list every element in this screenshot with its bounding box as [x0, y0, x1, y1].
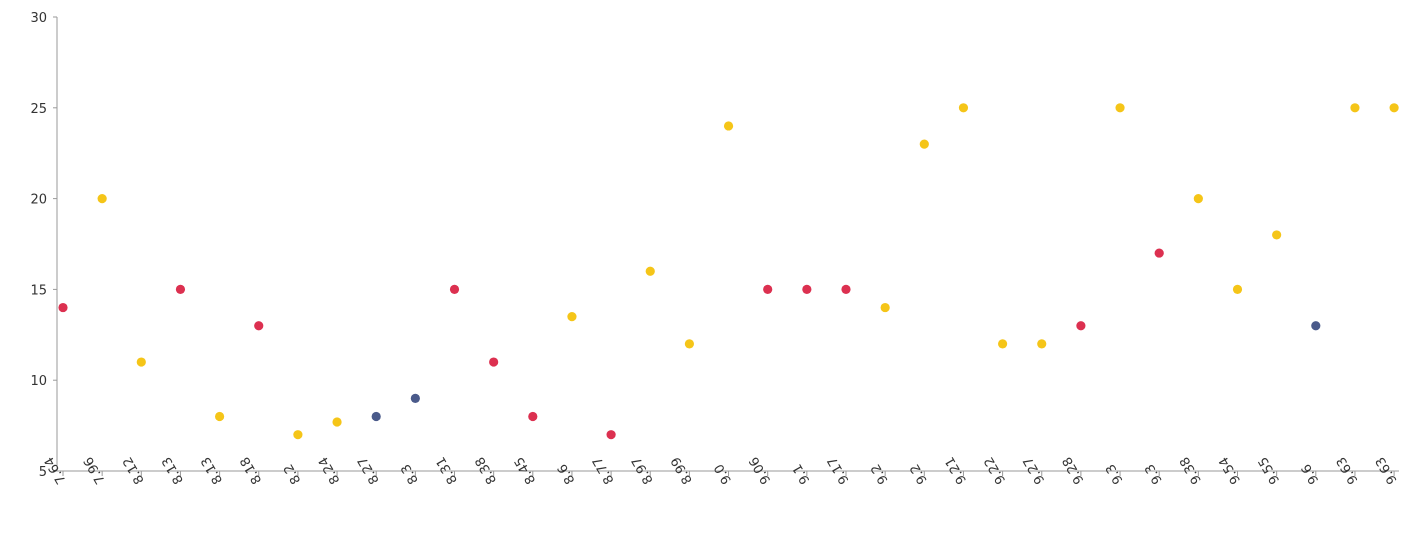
data-point: [567, 312, 577, 322]
data-point: [1076, 321, 1086, 331]
data-point: [841, 284, 851, 294]
data-point: [410, 393, 420, 403]
y-axis: 5 10 15 20 25 30: [30, 11, 58, 480]
data-point: [215, 411, 225, 422]
data-point: [802, 284, 812, 294]
data-point: [371, 411, 381, 422]
x-tick-label: 7.64: [42, 454, 69, 487]
x-tick-label: 7.96: [81, 454, 108, 487]
x-axis: 7.64 7.96 8.12 8.13 8.13 8.18 8.2 8.24 8.27 8.3 8.…: [42, 454, 1401, 487]
data-point: [97, 194, 107, 204]
data-point: [449, 284, 460, 294]
x-tick-label: 9.28: [1060, 454, 1087, 487]
x-tick-label: 8.27: [355, 454, 382, 487]
y-tick-label: 15: [30, 283, 47, 298]
data-point: [958, 103, 969, 113]
x-tick-label: 9.55: [1256, 454, 1283, 487]
x-tick-label: 8.13: [159, 454, 186, 487]
x-tick-label: 9.0: [712, 461, 735, 486]
data-point: [136, 357, 146, 367]
data-point: [1115, 103, 1125, 113]
data-point: [880, 302, 890, 313]
x-tick-label: 9.1: [790, 461, 813, 486]
x-tick-label: 9.3: [1142, 461, 1165, 486]
x-tick-label: 8.97: [629, 454, 656, 487]
data-points: [58, 103, 1399, 440]
data-point: [723, 121, 734, 131]
x-tick-label: 8.12: [120, 454, 147, 487]
data-point: [58, 302, 68, 313]
data-point: [919, 139, 929, 149]
data-point: [1193, 194, 1203, 204]
data-point: [175, 284, 186, 294]
data-point: [645, 266, 655, 276]
data-point: [684, 339, 695, 349]
x-tick-label: 9.21: [942, 454, 969, 487]
x-tick-label: 8.99: [668, 454, 695, 487]
data-point: [528, 411, 538, 422]
data-point: [1350, 103, 1360, 113]
x-tick-label: 9.27: [1021, 454, 1048, 487]
data-point: [1037, 339, 1047, 349]
x-tick-label: 8.77: [590, 454, 617, 487]
x-tick-label: 9.63: [1334, 454, 1361, 487]
y-tick-label: 30: [30, 11, 47, 26]
x-tick-label: 9.2: [868, 461, 891, 486]
data-point: [293, 430, 303, 440]
x-tick-label: 8.2: [281, 461, 304, 486]
x-tick-label: 8.13: [199, 454, 226, 487]
data-point: [332, 417, 342, 427]
x-tick-label: 9.2: [907, 461, 930, 486]
x-tick-label: 8.31: [433, 454, 460, 487]
data-point: [1389, 103, 1399, 113]
data-point: [1154, 248, 1164, 258]
x-tick-label: 9.63: [1373, 454, 1400, 487]
x-tick-label: 9.22: [982, 454, 1009, 487]
y-tick-label: 25: [30, 102, 47, 117]
x-tick-label: 9.06: [747, 454, 774, 487]
x-tick-label: 8.3: [398, 461, 421, 486]
x-tick-label: 9.54: [1216, 454, 1243, 487]
x-tick-label: 8.24: [316, 454, 343, 487]
x-tick-label: 9.6: [1299, 461, 1322, 486]
x-tick-label: 8.45: [512, 454, 539, 487]
x-tick-label: 9.38: [1177, 454, 1204, 487]
x-tick-label: 9.17: [825, 454, 852, 487]
x-tick-label: 8.38: [473, 454, 500, 487]
data-point: [763, 284, 773, 294]
y-tick-label: 5: [39, 465, 47, 480]
data-point: [254, 321, 264, 331]
data-point: [606, 430, 616, 440]
y-tick-label: 10: [30, 374, 47, 389]
data-point: [489, 357, 499, 367]
x-tick-label: 9.3: [1103, 461, 1126, 486]
data-point: [1232, 284, 1243, 294]
data-point: [998, 339, 1008, 349]
x-tick-label: 8.18: [238, 454, 265, 487]
data-point: [1311, 321, 1321, 331]
data-point: [1272, 230, 1282, 240]
x-tick-label: 8.6: [555, 461, 578, 486]
y-tick-label: 20: [30, 193, 47, 208]
